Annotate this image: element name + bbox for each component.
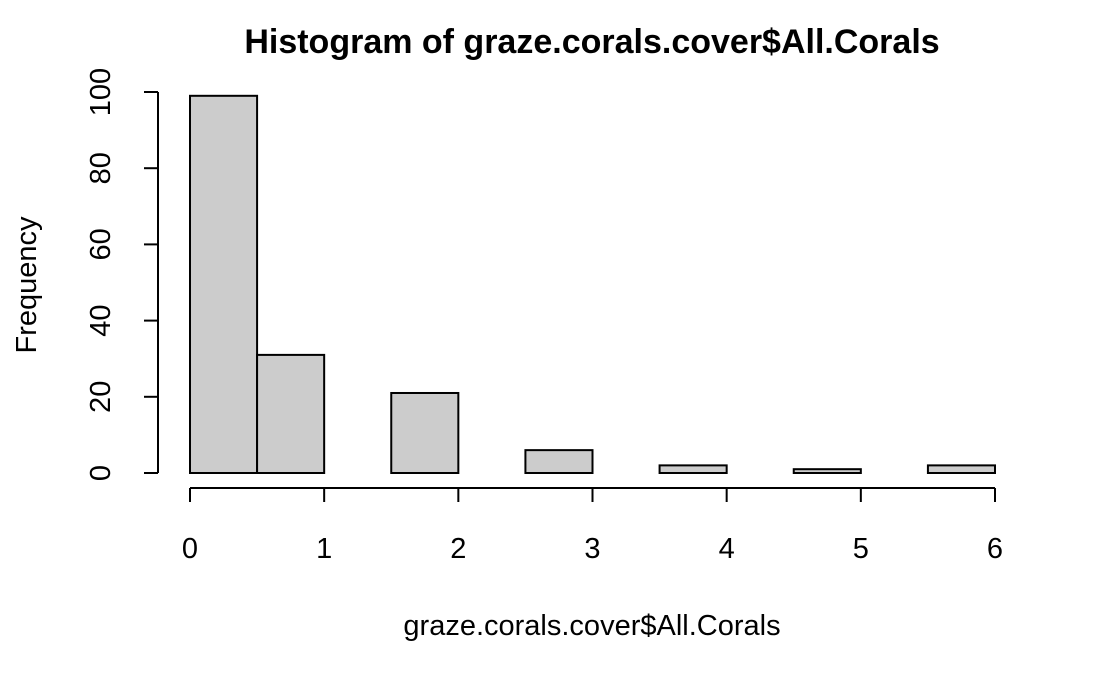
x-tick-label: 4 [719, 533, 735, 565]
histogram-bar-11 [926, 464, 997, 475]
histogram-bar-0 [189, 94, 259, 474]
y-tick-label: 20 [85, 381, 117, 413]
histogram-bar-7 [658, 464, 728, 475]
histogram-bar-5 [524, 449, 594, 475]
y-axis: 0 20 40 60 80 100 [85, 68, 159, 481]
bars-group [189, 94, 997, 475]
y-tick-label: 60 [85, 228, 117, 260]
y-tick-label: 40 [85, 304, 117, 336]
chart-title: Histogram of graze.corals.cover$All.Cora… [244, 23, 939, 61]
histogram-bar-9 [792, 468, 862, 475]
x-tick-label: 6 [987, 533, 1003, 565]
y-tick-label: 0 [85, 465, 117, 481]
y-tick-label: 100 [85, 68, 117, 116]
histogram-bar-3 [390, 391, 460, 474]
x-tick-label: 2 [450, 533, 466, 565]
x-axis-label: graze.corals.cover$All.Corals [403, 610, 780, 642]
y-tick-label: 80 [85, 152, 117, 184]
histogram-bar-1 [256, 353, 326, 475]
x-tick-label: 5 [853, 533, 869, 565]
x-tick-label: 0 [182, 533, 198, 565]
x-axis: 0 1 2 3 4 5 6 [182, 487, 1003, 565]
x-tick-label: 1 [316, 533, 332, 565]
x-tick-label: 3 [584, 533, 600, 565]
y-axis-label: Frequency [11, 216, 43, 354]
